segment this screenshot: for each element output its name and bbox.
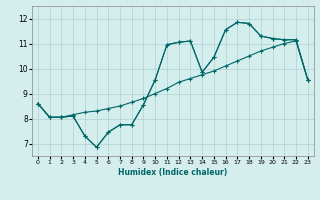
X-axis label: Humidex (Indice chaleur): Humidex (Indice chaleur) — [118, 168, 228, 177]
